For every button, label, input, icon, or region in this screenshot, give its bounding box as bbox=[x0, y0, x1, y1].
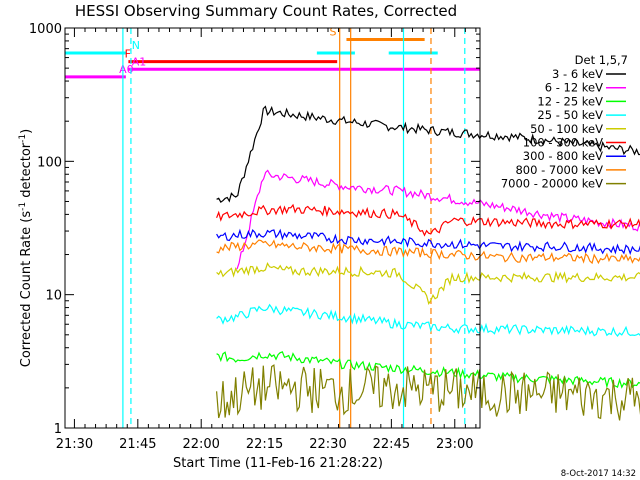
x-tick-label: 21:30 bbox=[56, 437, 93, 452]
x-tick-label: 22:00 bbox=[182, 437, 219, 452]
y-tick-label: 1 bbox=[54, 422, 62, 437]
y-axis-label-end: ) bbox=[19, 129, 34, 134]
y-axis-label: Corrected Count Rate (s-1 detector-1) bbox=[18, 129, 34, 367]
y-tick-label: 1000 bbox=[29, 22, 62, 37]
series-line-4 bbox=[216, 261, 640, 306]
series-layer bbox=[216, 105, 640, 421]
legend-label: 6 - 12 keV bbox=[545, 81, 603, 95]
x-tick-label: 22:15 bbox=[246, 437, 283, 452]
series-line-3 bbox=[216, 303, 640, 337]
flag-label-s: S bbox=[330, 25, 337, 38]
series-line-7 bbox=[216, 239, 640, 265]
y-axis: 1 10 100 1000 bbox=[29, 22, 480, 437]
y-tick-label: 10 bbox=[45, 289, 62, 304]
y-tick-label: 100 bbox=[37, 155, 62, 170]
footer-date: 8-Oct-2017 14:32 bbox=[561, 469, 636, 479]
y-axis-label-main: Corrected Count Rate (s bbox=[19, 211, 34, 368]
x-axis: 21:30 21:45 22:00 22:15 22:30 22:45 23:00 bbox=[56, 28, 477, 452]
svg-text:Corrected Count Rate (s-1 dete: Corrected Count Rate (s-1 detector-1) bbox=[18, 129, 34, 367]
flag-label-f: F bbox=[125, 48, 131, 61]
flag-label-n: N bbox=[132, 39, 140, 52]
flag-label-a1: A1 bbox=[132, 55, 147, 68]
series-line-5 bbox=[216, 203, 640, 237]
series-line-8 bbox=[216, 364, 640, 421]
x-axis-label: Start Time (11-Feb-16 21:28:22) bbox=[173, 456, 383, 471]
x-tick-label: 21:45 bbox=[119, 437, 156, 452]
x-tick-label: 22:45 bbox=[373, 437, 410, 452]
y-axis-label-exp-1: -1 bbox=[18, 202, 28, 211]
legend-label: 100 - 300 keV bbox=[523, 136, 603, 150]
legend-label: 50 - 100 keV bbox=[530, 122, 603, 136]
legend-label: 300 - 800 keV bbox=[523, 149, 603, 163]
y-axis-label-exp-2: -1 bbox=[18, 134, 28, 143]
x-tick-label: 23:00 bbox=[436, 437, 473, 452]
legend-label: 800 - 7000 keV bbox=[515, 163, 603, 177]
x-tick-label: 22:30 bbox=[309, 437, 346, 452]
series-line-1 bbox=[236, 169, 640, 270]
series-line-6 bbox=[216, 228, 640, 256]
y-axis-label-mid: detector bbox=[19, 142, 34, 202]
series-line-2 bbox=[216, 351, 640, 389]
legend-label: 7000 - 20000 keV bbox=[501, 177, 603, 191]
series-line-0 bbox=[216, 105, 640, 203]
legend-label: 25 - 50 keV bbox=[537, 108, 603, 122]
plot-frame bbox=[64, 27, 481, 429]
legend-label: 12 - 25 keV bbox=[537, 94, 603, 108]
legend-title: Det 1,5,7 bbox=[575, 53, 628, 67]
legend-label: 3 - 6 keV bbox=[552, 67, 603, 81]
chart-title: HESSI Observing Summary Count Rates, Cor… bbox=[75, 2, 457, 20]
